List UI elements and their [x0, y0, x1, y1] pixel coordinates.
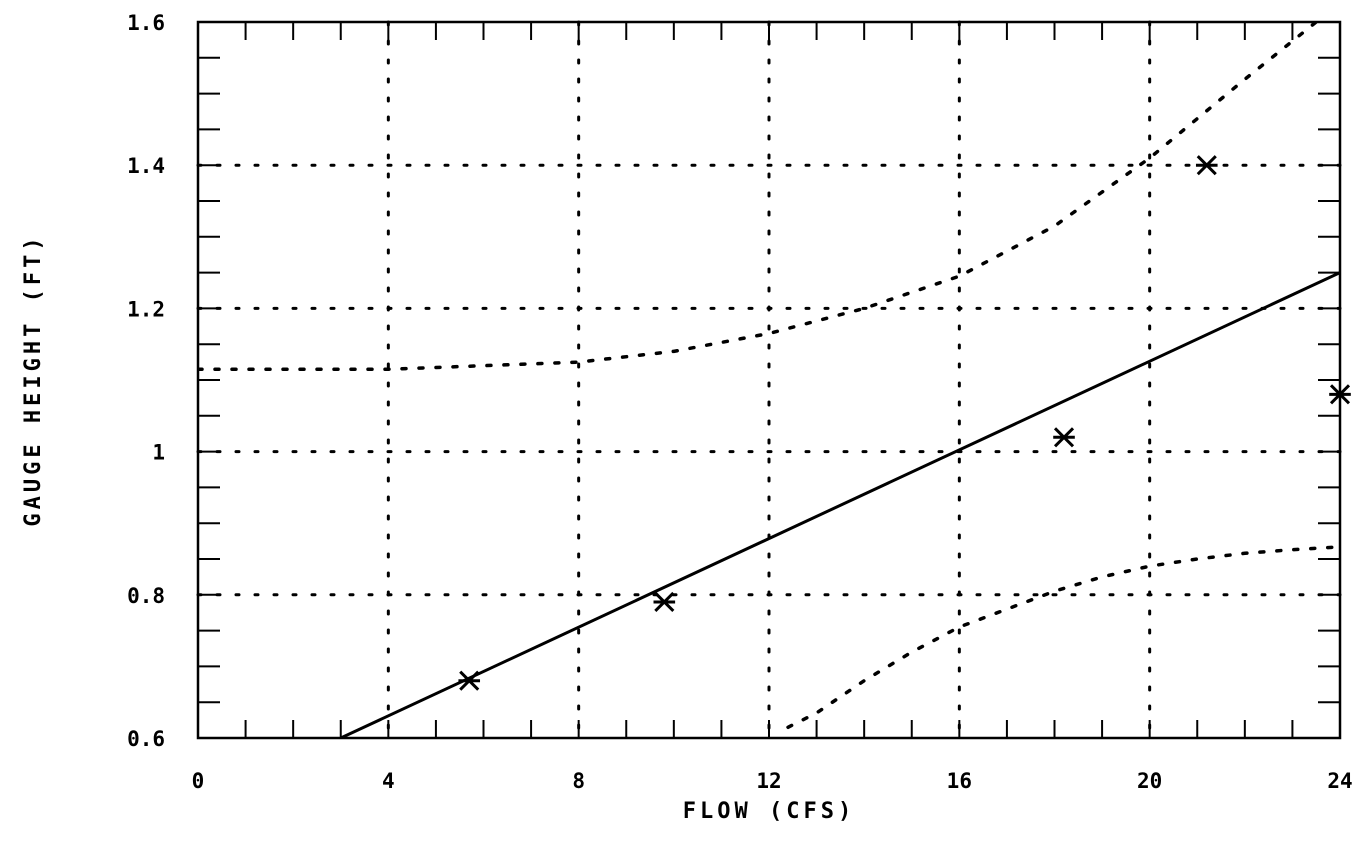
y-tick-label: 1.6 [127, 11, 165, 35]
y-axis-label: GAUGE HEIGHT (FT) [21, 233, 46, 526]
y-tick-label: 0.8 [127, 584, 165, 608]
y-tick-label: 1.4 [127, 154, 165, 178]
data-point-marker [1195, 155, 1218, 176]
data-point-marker [1053, 427, 1075, 448]
x-tick-label: 0 [192, 769, 205, 793]
x-tick-label: 24 [1327, 769, 1352, 793]
rating-fit-line [340, 271, 1340, 738]
x-tick-label: 16 [947, 769, 972, 793]
y-tick-label: 1 [152, 441, 165, 465]
x-axis-label: FLOW (CFS) [683, 799, 855, 824]
x-tick-label: 12 [756, 769, 781, 793]
data-point-marker [1329, 384, 1351, 405]
upper-band-curve [198, 22, 1318, 372]
x-tick-label: 4 [382, 769, 395, 793]
y-tick-label: 1.2 [127, 297, 165, 321]
data-point-marker [653, 591, 676, 613]
lower-band-curve [786, 545, 1340, 730]
x-tick-label: 8 [572, 769, 585, 793]
x-tick-label: 20 [1137, 769, 1162, 793]
y-tick-label: 0.6 [127, 727, 165, 751]
